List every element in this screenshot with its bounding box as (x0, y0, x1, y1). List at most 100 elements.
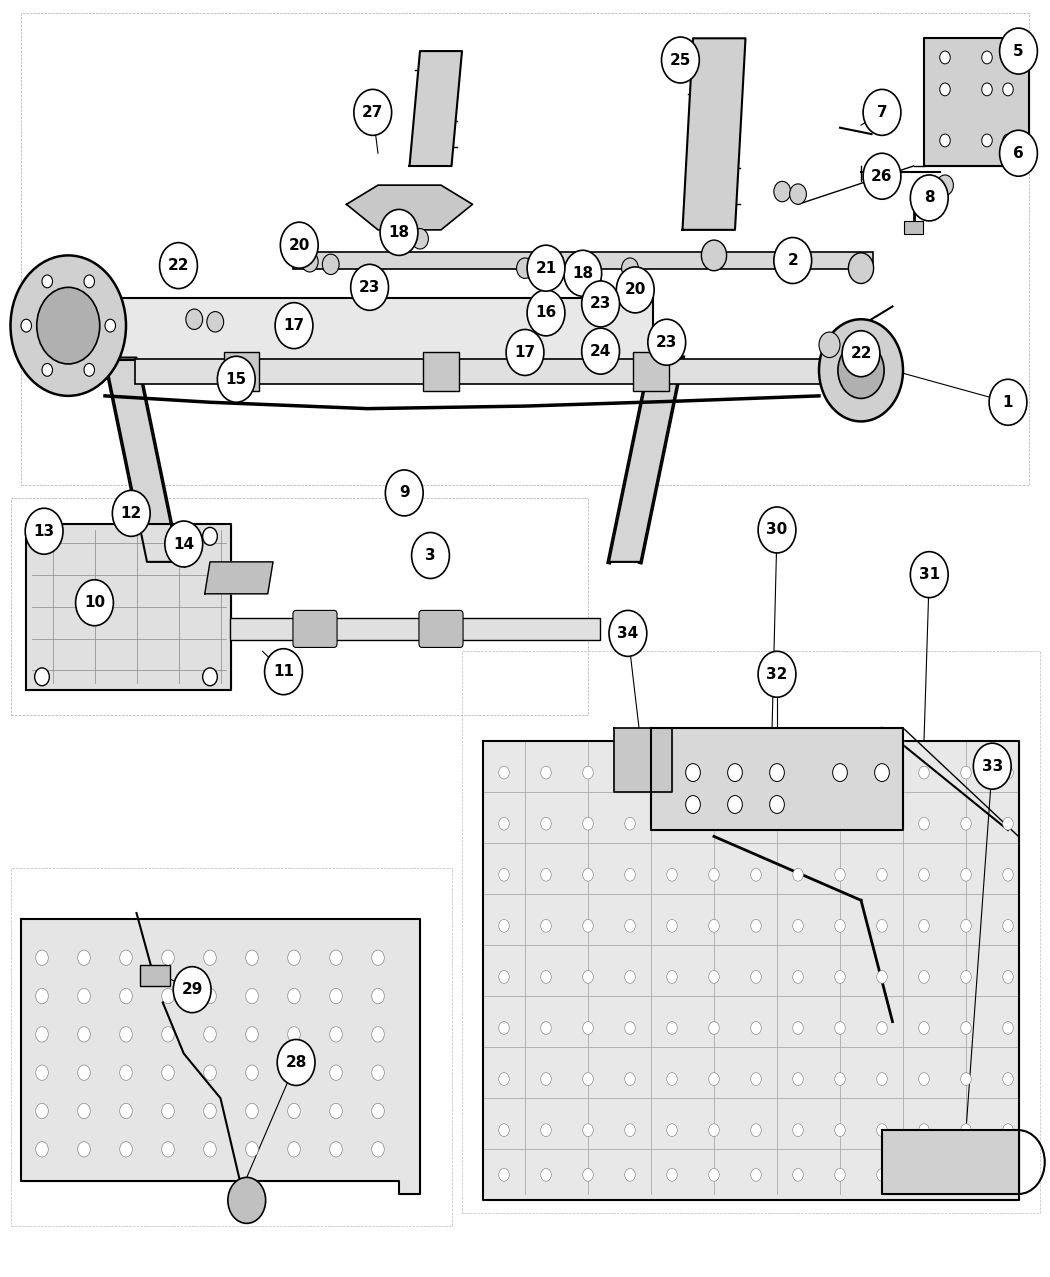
Circle shape (877, 1124, 887, 1137)
FancyBboxPatch shape (423, 352, 459, 391)
Polygon shape (346, 185, 472, 230)
Circle shape (709, 971, 719, 983)
Circle shape (288, 1027, 300, 1042)
Circle shape (583, 817, 593, 830)
Circle shape (793, 1168, 803, 1181)
Circle shape (709, 817, 719, 830)
Circle shape (919, 1022, 929, 1034)
Circle shape (541, 1022, 551, 1034)
Circle shape (793, 1022, 803, 1034)
Circle shape (625, 868, 635, 881)
Circle shape (1003, 1073, 1013, 1085)
Circle shape (667, 766, 677, 779)
Circle shape (793, 971, 803, 983)
Circle shape (625, 1168, 635, 1181)
Circle shape (751, 817, 761, 830)
Circle shape (819, 332, 840, 358)
Text: 23: 23 (590, 296, 611, 312)
Circle shape (667, 817, 677, 830)
Circle shape (204, 988, 216, 1004)
Polygon shape (26, 524, 231, 690)
Circle shape (835, 919, 845, 932)
Circle shape (499, 766, 509, 779)
Circle shape (961, 817, 971, 830)
Circle shape (204, 950, 216, 965)
Circle shape (709, 919, 719, 932)
Text: 33: 33 (982, 759, 1003, 774)
Text: 12: 12 (121, 506, 142, 521)
Circle shape (162, 1065, 174, 1080)
Circle shape (667, 1124, 677, 1137)
Circle shape (709, 1124, 719, 1137)
Circle shape (21, 319, 32, 332)
Text: 10: 10 (84, 595, 105, 610)
Text: 15: 15 (226, 372, 247, 387)
Circle shape (527, 245, 565, 291)
Circle shape (246, 988, 258, 1004)
Circle shape (919, 971, 929, 983)
Circle shape (835, 1022, 845, 1034)
Circle shape (940, 134, 950, 147)
Circle shape (120, 950, 132, 965)
Circle shape (246, 950, 258, 965)
Text: 20: 20 (625, 282, 646, 298)
Circle shape (372, 1103, 384, 1119)
Circle shape (625, 919, 635, 932)
Text: 9: 9 (399, 485, 410, 501)
Text: 11: 11 (273, 664, 294, 679)
Circle shape (499, 919, 509, 932)
Circle shape (648, 319, 686, 365)
Circle shape (204, 1103, 216, 1119)
Circle shape (499, 1124, 509, 1137)
Circle shape (835, 1168, 845, 1181)
Circle shape (793, 766, 803, 779)
Circle shape (751, 1073, 761, 1085)
Text: 1: 1 (1003, 395, 1013, 410)
Circle shape (162, 988, 174, 1004)
Circle shape (78, 1142, 90, 1157)
Circle shape (499, 1022, 509, 1034)
FancyBboxPatch shape (293, 252, 873, 269)
Circle shape (583, 868, 593, 881)
Circle shape (910, 175, 948, 221)
Circle shape (910, 552, 948, 598)
Circle shape (667, 1168, 677, 1181)
Circle shape (78, 988, 90, 1004)
Text: 22: 22 (168, 258, 189, 273)
Circle shape (774, 181, 791, 202)
Circle shape (36, 1027, 48, 1042)
FancyBboxPatch shape (230, 618, 600, 640)
Text: 2: 2 (788, 253, 798, 268)
Circle shape (982, 134, 992, 147)
Circle shape (919, 1073, 929, 1085)
Circle shape (583, 1124, 593, 1137)
Circle shape (499, 868, 509, 881)
Polygon shape (651, 728, 903, 830)
Circle shape (709, 868, 719, 881)
Circle shape (877, 817, 887, 830)
Circle shape (288, 1103, 300, 1119)
Circle shape (162, 1103, 174, 1119)
Circle shape (662, 37, 699, 83)
Circle shape (228, 1177, 266, 1223)
Circle shape (919, 1124, 929, 1137)
Circle shape (1003, 817, 1013, 830)
Circle shape (751, 971, 761, 983)
Circle shape (728, 764, 742, 782)
Text: 22: 22 (850, 346, 871, 361)
Circle shape (819, 319, 903, 421)
Circle shape (625, 971, 635, 983)
Circle shape (120, 1142, 132, 1157)
Circle shape (1003, 1124, 1013, 1137)
Circle shape (877, 868, 887, 881)
Circle shape (751, 766, 761, 779)
Polygon shape (609, 358, 683, 562)
Text: 5: 5 (1013, 43, 1024, 59)
Circle shape (538, 261, 554, 281)
Circle shape (541, 817, 551, 830)
Circle shape (667, 919, 677, 932)
Circle shape (330, 1065, 342, 1080)
Circle shape (709, 1073, 719, 1085)
Text: 18: 18 (572, 266, 593, 281)
Circle shape (112, 490, 150, 536)
